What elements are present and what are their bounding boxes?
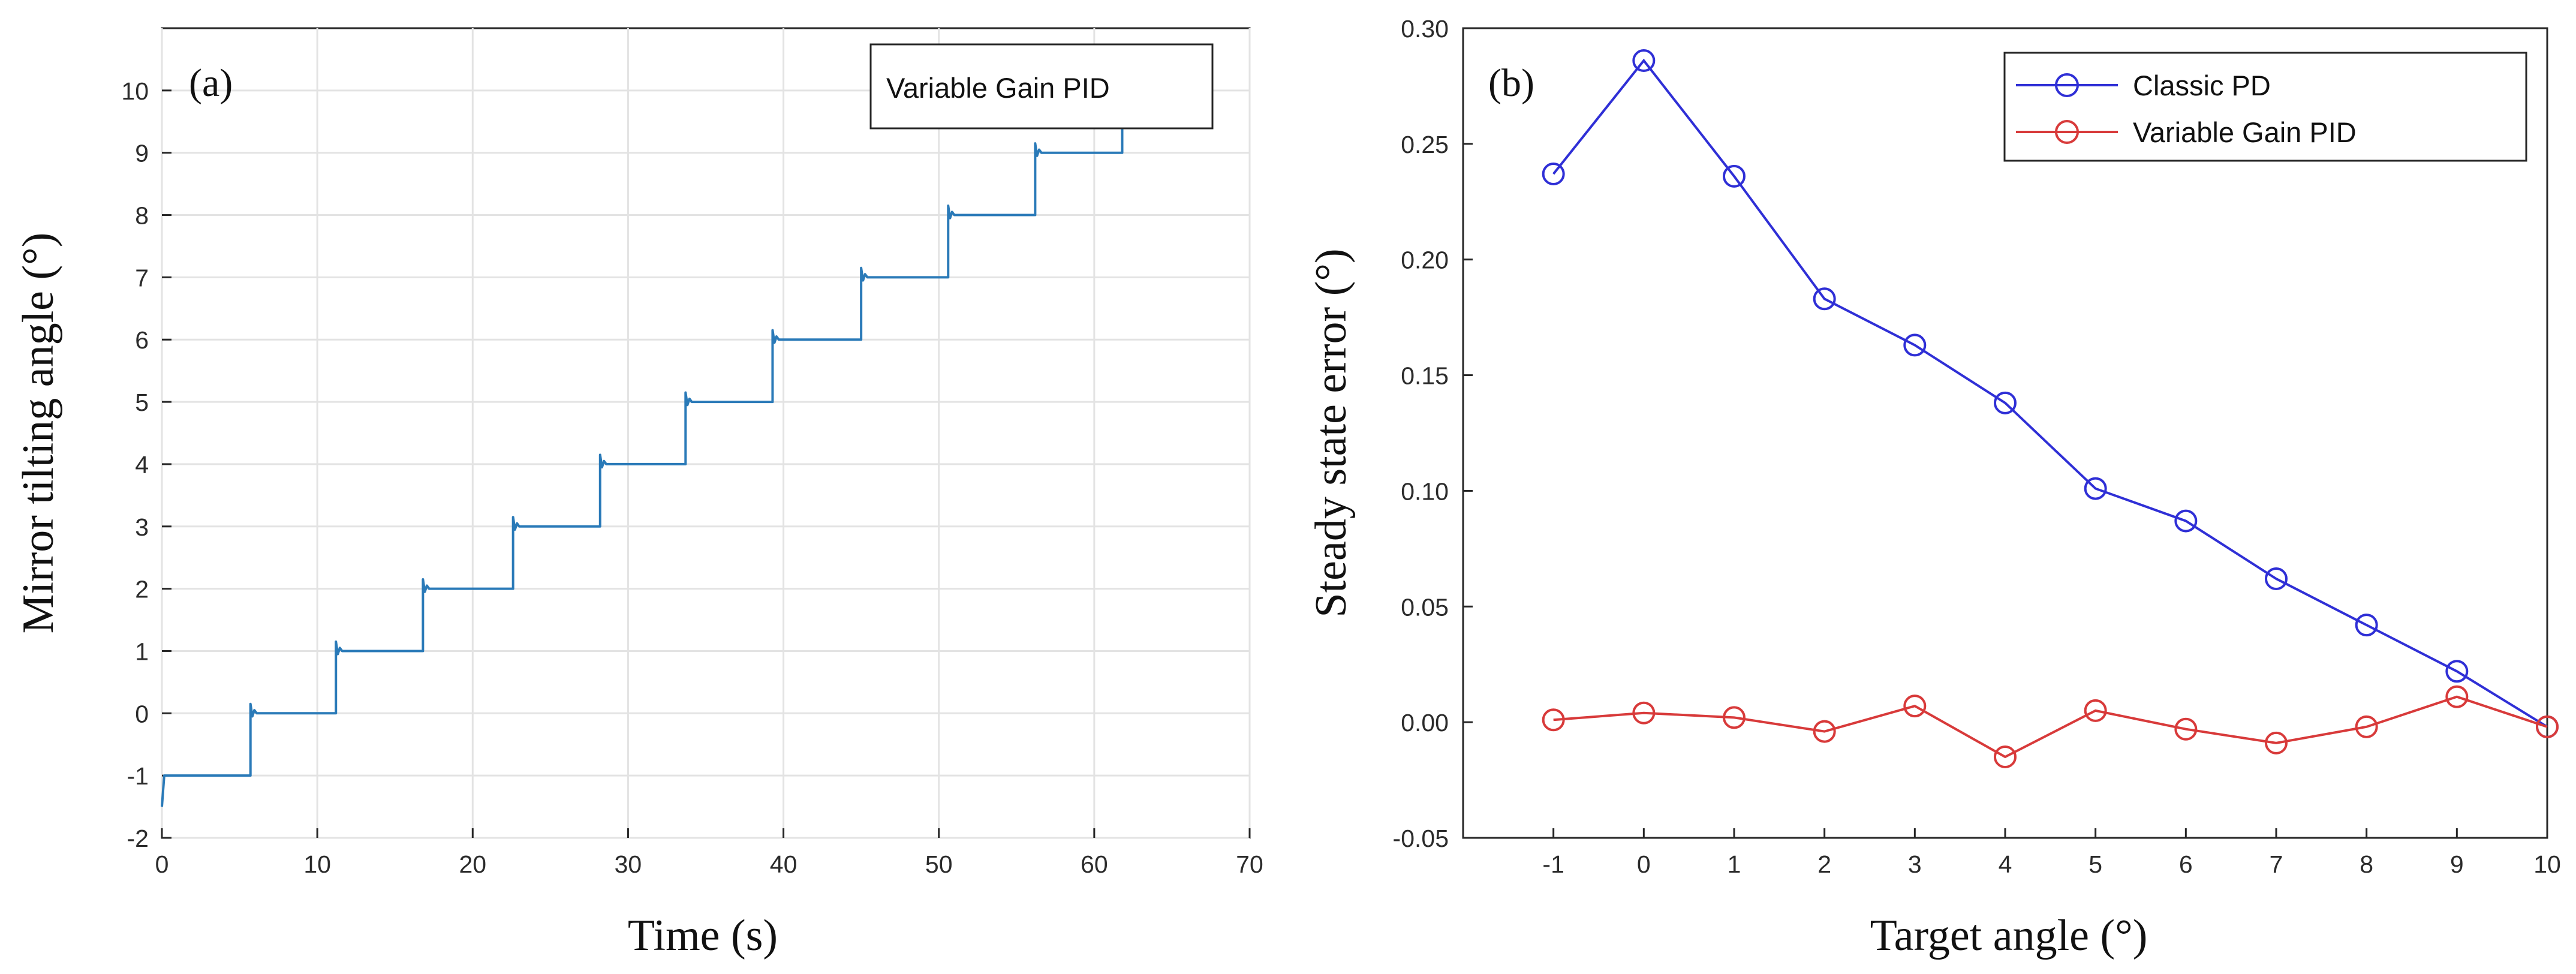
data-point-classic-pd: [2265, 567, 2288, 590]
legend-marker-classic-pd: [2055, 73, 2079, 97]
panel-a-x-tick-label: 0: [155, 850, 169, 878]
panel-a-legend: Variable Gain PID: [869, 43, 1214, 130]
panel-a-y-tick-label: 5: [135, 389, 149, 416]
panel-a-axes-box: [161, 27, 1251, 839]
panel-b-series: [1542, 49, 2559, 768]
panel-b-x-tick-label: 6: [2179, 850, 2193, 878]
panel-b-legend-entry-variable-gain-pid: Variable Gain PID: [2133, 116, 2357, 148]
panel-b-x-tick-label: 3: [1908, 850, 1922, 878]
data-point-variable-gain-pid: [2084, 699, 2107, 722]
panel-a-series-line: [161, 80, 1206, 807]
data-point-variable-gain-pid: [2445, 685, 2469, 708]
panel-a-legend-box: [869, 43, 1214, 130]
data-point-variable-gain-pid: [2265, 731, 2288, 754]
panel-b-legend-entry-classic-pd: Classic PD: [2133, 70, 2271, 101]
panel-b-x-tick-label: 0: [1637, 850, 1651, 878]
panel-b-ticks: -1 0 1 2 3 4 5 6 7 8 9 10 -0.05 0.00 0.05 0.10 0.15 0.20 0…: [1393, 15, 2561, 878]
panel-a-y-tick-label: -1: [127, 762, 149, 790]
panel-b-x-tick-label: 8: [2360, 850, 2373, 878]
panel-a-y-axis-title: Mirror tilting angle (°): [14, 233, 63, 634]
data-point-classic-pd: [1723, 164, 1746, 188]
data-point-variable-gain-pid: [1813, 720, 1836, 743]
panel-a-series: [161, 80, 1206, 807]
panel-a-ticks: 0 10 20 30 40 50 60 70 -2 -1 0 1 2 3 4 5 6 7 8 9 10: [121, 77, 1263, 878]
panel-b-x-tick-label: -1: [1542, 850, 1564, 878]
panel-b-x-tick-label: 10: [2533, 850, 2561, 878]
data-point-classic-pd: [1632, 49, 1656, 72]
data-point-classic-pd: [1542, 163, 1565, 185]
data-point-classic-pd: [2174, 509, 2198, 533]
data-point-variable-gain-pid: [2355, 715, 2378, 738]
panel-a-label: (a): [189, 61, 233, 105]
data-point-classic-pd: [1994, 391, 2017, 414]
panel-a-y-tick-label: 1: [135, 638, 149, 665]
panel-a-x-tick-label: 10: [303, 850, 331, 878]
data-point-variable-gain-pid: [2536, 715, 2559, 738]
panel-a-y-tick-label: 4: [135, 451, 149, 479]
panel-b-y-tick-label: 0.10: [1401, 477, 1449, 505]
panel-b-y-tick-label: 0.15: [1401, 362, 1449, 390]
data-point-classic-pd: [2355, 614, 2378, 637]
panel-b-x-axis-title: Target angle (°): [1870, 911, 2148, 960]
data-point-variable-gain-pid: [1542, 708, 1565, 732]
panel-b-x-tick-label: 2: [1817, 850, 1831, 878]
data-point-classic-pd: [2445, 660, 2469, 683]
panel-b-label: (b): [1488, 61, 1534, 105]
data-point-variable-gain-pid: [2174, 717, 2198, 741]
panel-a-y-tick-label: -2: [127, 825, 149, 852]
data-point-variable-gain-pid: [1994, 745, 2017, 768]
series-line-variable-gain-pid: [1553, 695, 2548, 759]
panel-a-x-axis-title: Time (s): [628, 911, 778, 960]
panel-a-y-tick-label: 6: [135, 326, 149, 354]
data-point-variable-gain-pid: [1632, 701, 1656, 725]
panel-b-x-tick-label: 1: [1728, 850, 1741, 878]
panel-a-y-tick-label: 7: [135, 264, 149, 291]
panel-b-y-tick-label: 0.05: [1401, 593, 1449, 621]
legend-marker-variable-gain-pid: [2055, 120, 2079, 144]
panel-a-y-tick-label: 0: [135, 700, 149, 728]
panel-a-x-tick-label: 30: [615, 850, 642, 878]
data-point-classic-pd: [1903, 333, 1927, 357]
panel-a-step-response-chart: 0 10 20 30 40 50 60 70 -2 -1 0 1 2 3 4 5 6 7 8 9 10 (a) Vari…: [14, 27, 1263, 960]
panel-a-x-tick-label: 40: [770, 850, 798, 878]
data-point-variable-gain-pid: [1723, 706, 1746, 729]
data-point-variable-gain-pid: [1903, 695, 1927, 718]
panel-a-y-tick-label: 8: [135, 202, 149, 230]
panel-a-x-tick-label: 20: [459, 850, 486, 878]
panel-a-x-tick-label: 50: [925, 850, 953, 878]
panel-a-y-tick-label: 3: [135, 513, 149, 541]
data-point-classic-pd: [2084, 477, 2107, 500]
panel-b-y-tick-label: 0.25: [1401, 131, 1449, 158]
panel-b-steady-state-error-chart: -1 0 1 2 3 4 5 6 7 8 9 10 -0.05 0.00 0.05 0.10 0.15 0.20 0…: [1307, 15, 2561, 960]
panel-a-legend-entry: Variable Gain PID: [886, 72, 1110, 104]
panel-b-y-axis-title: Steady state error (°): [1307, 248, 1356, 617]
panel-a-y-tick-label: 2: [135, 576, 149, 603]
panel-a-y-tick-label: 10: [121, 77, 149, 105]
panel-b-y-tick-label: 0.00: [1401, 709, 1449, 736]
panel-b-y-tick-label: 0.20: [1401, 246, 1449, 274]
panel-b-x-tick-label: 5: [2089, 850, 2102, 878]
panel-a-x-tick-label: 60: [1081, 850, 1108, 878]
panel-a-x-tick-label: 70: [1236, 850, 1263, 878]
panel-b-legend-box: [2003, 52, 2527, 162]
panel-b-y-tick-label: -0.05: [1393, 825, 1449, 852]
panel-b-x-tick-label: 4: [1999, 850, 2012, 878]
panel-b-x-tick-label: 9: [2450, 850, 2464, 878]
panel-b-y-tick-label: 0.30: [1401, 15, 1449, 43]
data-point-classic-pd: [1813, 287, 1836, 311]
panel-b-legend: Classic PD Variable Gain PID: [2003, 52, 2527, 162]
panel-b-x-tick-label: 7: [2270, 850, 2283, 878]
panel-a-y-tick-label: 9: [135, 140, 149, 167]
series-line-classic-pd: [1552, 58, 2548, 728]
